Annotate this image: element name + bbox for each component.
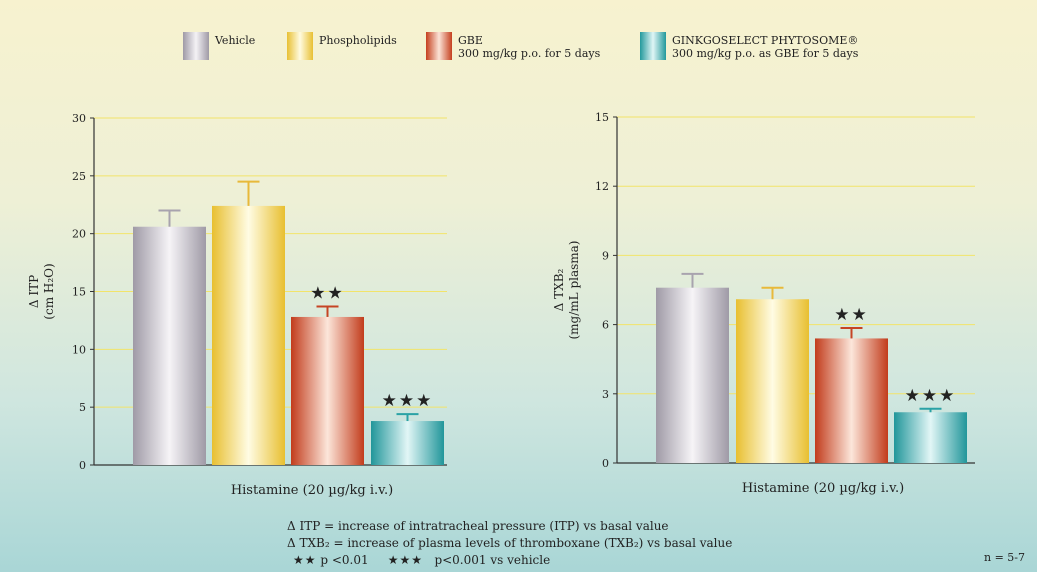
y-tick-label: 20 [72, 228, 86, 241]
y-tick-label: 15 [595, 111, 609, 124]
footnote-significance: ★★ p <0.01 ★★★ p<0.001 vs vehicle [293, 553, 550, 567]
legend-swatch-phospholipids [287, 32, 313, 60]
y-tick-label: 25 [72, 170, 86, 183]
significance-3: ★★ [310, 284, 344, 304]
three-star-text: p<0.001 vs vehicle [434, 553, 551, 567]
legend-label-vehicle: Vehicle [215, 34, 256, 47]
legend-swatch-vehicle [183, 32, 209, 60]
y-axis-unit: (cm H₂O) [42, 263, 56, 319]
bar-2 [212, 205, 285, 465]
bar-1 [133, 226, 206, 465]
y-tick-label: 9 [602, 249, 609, 262]
y-tick-label: 0 [602, 457, 609, 470]
legend-label-phytosome: GINKGOSELECT PHYTOSOME® [672, 34, 859, 47]
x-axis-label: Histamine (20 µg/kg i.v.) [742, 481, 904, 496]
sample-size: n = 5-7 [983, 551, 1025, 564]
y-axis-label: Δ TXB₂ [552, 268, 566, 311]
footnote-itp: Δ ITP = increase of intratracheal pressu… [287, 519, 669, 533]
y-axis-label: Δ ITP [27, 275, 41, 308]
legend-label-gbe: GBE [458, 34, 483, 47]
y-tick-label: 15 [72, 286, 86, 299]
legend-swatch-phytosome [640, 32, 666, 60]
y-tick-label: 0 [79, 459, 86, 472]
y-tick-label: 5 [79, 401, 86, 414]
y-tick-label: 30 [72, 112, 86, 125]
y-tick-label: 3 [602, 388, 609, 401]
legend-sublabel-phytosome: 300 mg/kg p.o. as GBE for 5 days [672, 47, 859, 60]
bar-4 [894, 412, 967, 463]
three-star-symbol: ★★★ [387, 553, 423, 567]
significance-3: ★★ [834, 305, 868, 325]
bar-3 [815, 338, 888, 463]
y-tick-label: 12 [595, 180, 609, 193]
two-star-text: p <0.01 [320, 553, 369, 567]
footnote-txb2: Δ TXB₂ = increase of plasma levels of th… [287, 536, 733, 550]
legend-label-phospholipids: Phospholipids [319, 34, 397, 47]
y-tick-label: 6 [602, 319, 609, 332]
legend-sublabel-gbe: 300 mg/kg p.o. for 5 days [458, 47, 601, 60]
y-tick-label: 10 [72, 343, 86, 356]
legend-swatch-gbe [426, 32, 452, 60]
significance-4: ★★★ [382, 391, 434, 411]
two-star-symbol: ★★ [293, 553, 317, 567]
bar-2 [736, 299, 809, 463]
significance-4: ★★★ [905, 386, 957, 406]
bar-4 [371, 421, 444, 465]
y-axis-unit: (mg/mL plasma) [567, 241, 581, 340]
bar-1 [656, 287, 729, 463]
x-axis-label: Histamine (20 µg/kg i.v.) [231, 483, 393, 498]
bar-3 [291, 316, 364, 465]
